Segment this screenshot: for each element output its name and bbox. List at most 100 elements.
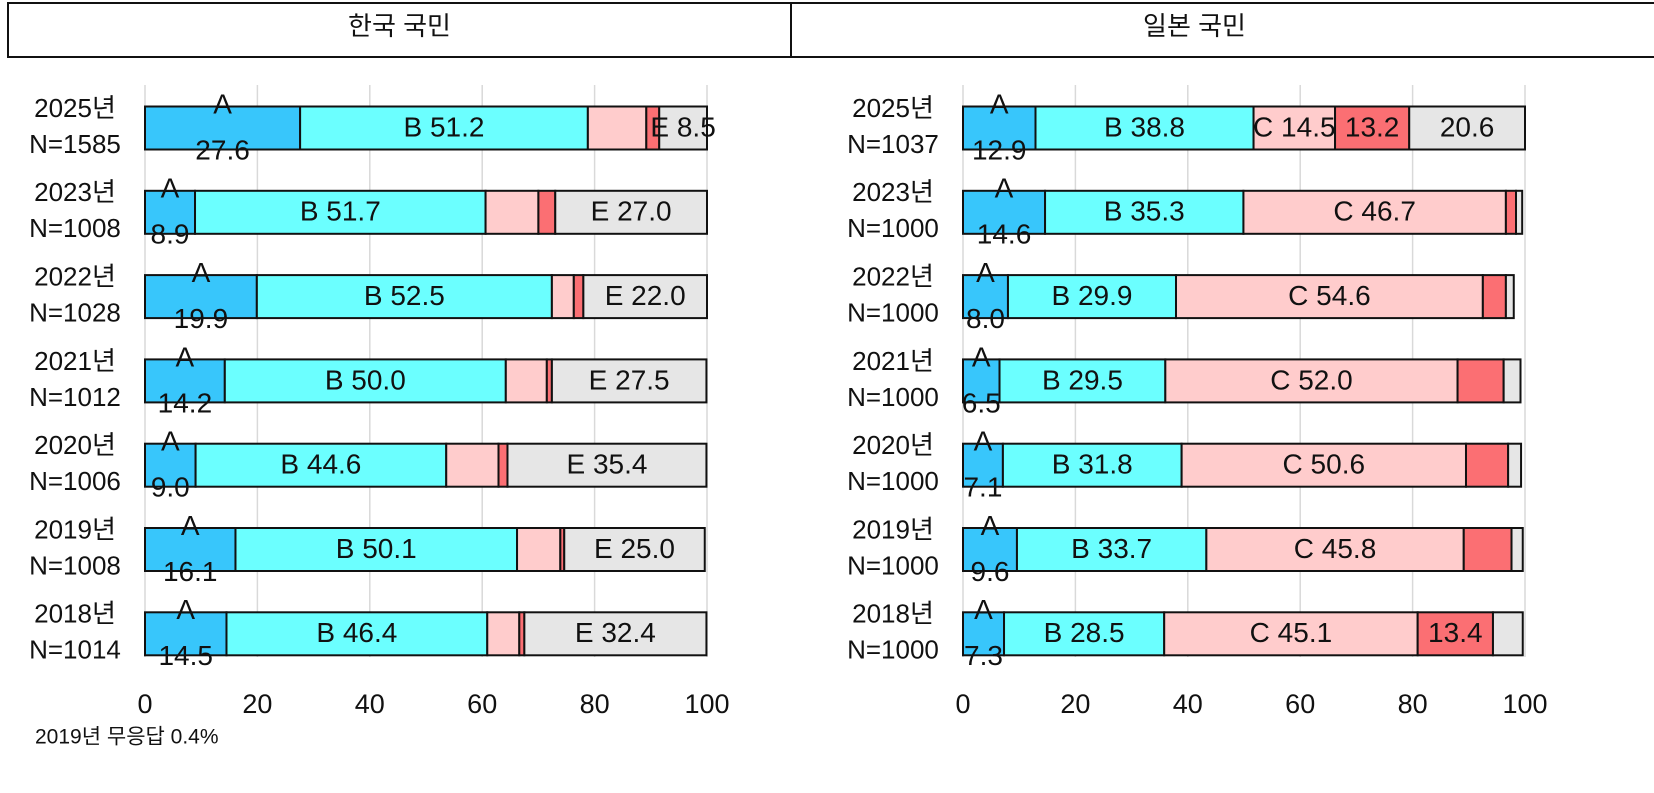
bar-segment (1334, 105, 1411, 151)
bar-segment (1507, 442, 1523, 488)
category-label: 2020년 (852, 430, 934, 460)
sample-size-label: N=1008 (29, 550, 121, 580)
bar-segment (1416, 611, 1494, 657)
bar-segment (484, 189, 540, 235)
series-name-label: A (974, 594, 993, 625)
sample-size-label: N=1000 (847, 466, 939, 496)
bar-segment (1164, 358, 1459, 404)
value-label: B 44.6 (280, 449, 361, 480)
x-tick-label: 80 (1398, 689, 1428, 719)
category-label: 2025년 (34, 93, 116, 123)
sample-size-label: N=1037 (847, 129, 939, 159)
value-label: C 54.6 (1288, 280, 1371, 311)
value-label: 6.5 (962, 387, 1001, 418)
bar-segment (537, 189, 557, 235)
bar-segment (563, 527, 706, 572)
value-label: 27.6 (195, 134, 250, 165)
x-tick-label: 20 (1060, 689, 1090, 719)
bar-segment (586, 105, 648, 151)
value-label: E 32.4 (575, 617, 656, 648)
bar-segment (962, 105, 1037, 151)
x-tick-label: 0 (955, 689, 970, 719)
value-label: E 27.0 (591, 196, 672, 227)
series-name-label: A (161, 173, 180, 204)
bar-segment (497, 442, 509, 488)
value-label: B 28.5 (1044, 617, 1125, 648)
value-label: E 25.0 (594, 533, 675, 564)
value-label: 8.9 (151, 219, 190, 250)
series-name-label: A (192, 257, 211, 288)
sample-size-label: N=1028 (29, 297, 121, 327)
bar-segment (299, 105, 589, 151)
bar-segment (144, 611, 228, 657)
value-label: B 29.9 (1052, 280, 1133, 311)
value-label: B 38.8 (1104, 111, 1185, 142)
sample-size-label: N=1000 (847, 550, 939, 580)
bar-segment (1456, 358, 1505, 404)
bar-segment (550, 358, 708, 404)
bar-segment (1001, 442, 1183, 488)
value-label: 13.4 (1428, 617, 1483, 648)
value-label: 14.2 (158, 387, 213, 418)
bar-segment (1180, 442, 1467, 488)
sample-size-label: N=1006 (29, 466, 121, 496)
value-label: B 50.1 (336, 533, 417, 564)
series-name-label: A (213, 88, 232, 119)
series-name-label: A (990, 88, 1009, 119)
sample-size-label: N=1014 (29, 635, 121, 665)
value-label: B 50.0 (325, 364, 406, 395)
series-name-label: A (995, 173, 1014, 204)
value-label: B 29.5 (1042, 364, 1123, 395)
bar-segment (225, 611, 489, 657)
bar-segment (194, 189, 487, 235)
value-label: C 46.7 (1333, 196, 1416, 227)
sample-size-label: N=1008 (29, 213, 121, 243)
value-label: E 22.0 (605, 280, 686, 311)
value-label: E 27.5 (589, 364, 670, 395)
value-label: B 31.8 (1052, 449, 1133, 480)
x-tick-label: 40 (355, 689, 385, 719)
value-label: C 50.6 (1283, 449, 1366, 480)
bar-segment (445, 442, 500, 488)
series-name-label: A (981, 510, 1000, 541)
panel-title: 한국 국민 (348, 11, 451, 41)
value-label: 20.6 (1440, 111, 1495, 142)
value-label: B 33.7 (1071, 533, 1152, 564)
bar-segment (255, 274, 553, 320)
value-label: 19.9 (174, 303, 229, 334)
sample-size-label: N=1000 (847, 635, 939, 665)
bar-segment (504, 358, 548, 404)
series-name-label: A (181, 510, 200, 541)
sample-size-label: N=1585 (29, 129, 121, 159)
x-tick-label: 60 (467, 689, 497, 719)
sample-size-label: N=1000 (847, 213, 939, 243)
bar-segment (144, 527, 237, 572)
bar-segment (998, 358, 1167, 404)
value-label: C 45.1 (1250, 617, 1333, 648)
bar-segment (1481, 274, 1507, 320)
category-label: 2018년 (34, 599, 116, 629)
bar-segment (144, 189, 197, 235)
bar-segment (572, 274, 585, 320)
value-label: 9.0 (151, 472, 190, 503)
value-label: 16.1 (163, 556, 218, 587)
value-label: 14.5 (158, 640, 213, 671)
bar-segment (223, 358, 507, 404)
series-name-label: A (176, 594, 195, 625)
bar-segment (144, 358, 226, 404)
bar-segment (516, 527, 562, 572)
bar-segment (658, 105, 708, 151)
bar-segment (1044, 189, 1245, 235)
sample-size-label: N=1012 (29, 382, 121, 412)
value-label: 9.6 (971, 556, 1010, 587)
category-label: 2022년 (852, 261, 934, 291)
value-label: B 46.4 (316, 617, 397, 648)
bar-segment (144, 274, 258, 320)
category-label: 2023년 (34, 177, 116, 207)
bar-segment (582, 274, 708, 320)
bar-segment (1408, 105, 1527, 151)
value-label: C 14.5 (1253, 111, 1336, 142)
bar-segment (1504, 189, 1518, 235)
bar-segment (144, 105, 302, 151)
